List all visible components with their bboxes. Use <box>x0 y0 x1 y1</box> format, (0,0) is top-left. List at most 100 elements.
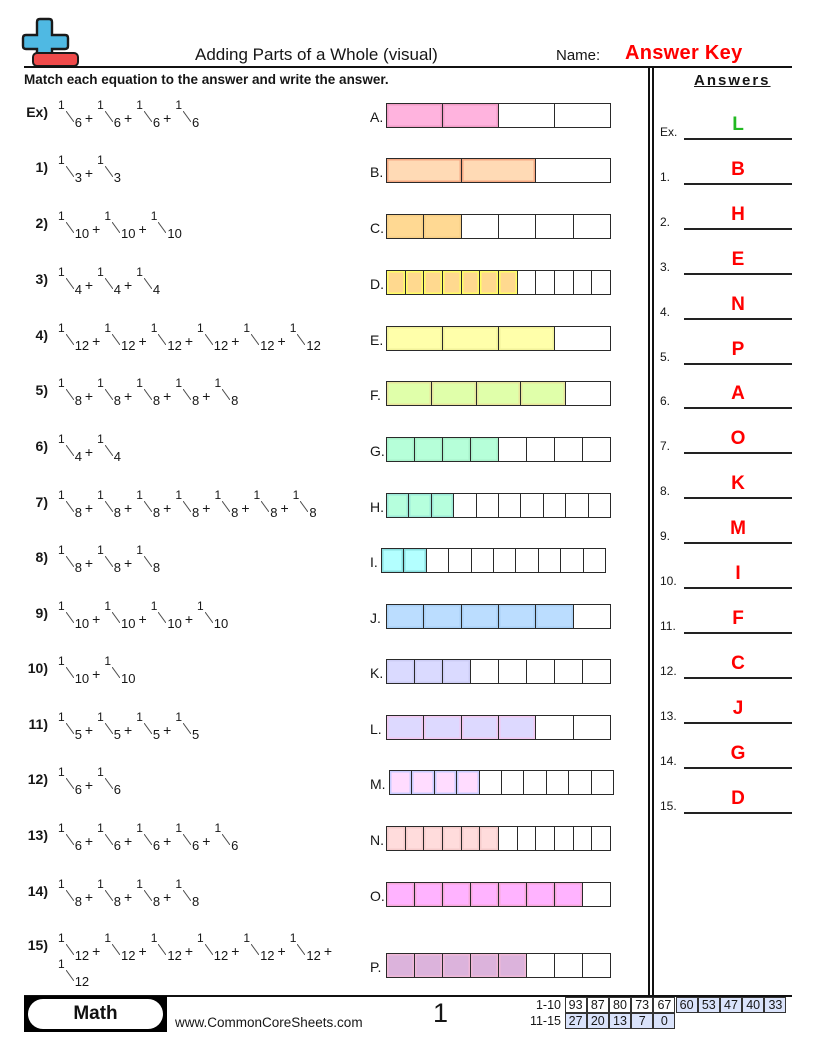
problem-label: 12) <box>27 771 48 787</box>
problem-equation: 16 +16 +16 +16 +16 <box>58 821 368 853</box>
choice-letter: E. <box>370 332 384 348</box>
numerator: 1 <box>136 543 143 557</box>
plus-sign: + <box>84 388 94 404</box>
answer-value: B <box>731 159 745 180</box>
problem-equation: 14 +14 +14 <box>58 265 368 297</box>
plus-sign: + <box>163 388 172 404</box>
denominator: 12 <box>74 974 90 989</box>
answer-blank[interactable] <box>684 587 792 589</box>
fraction-term: 1 10 + <box>58 599 104 631</box>
answer-blank[interactable] <box>684 767 792 769</box>
fraction-slash <box>104 778 113 789</box>
bar-segment-empty <box>536 271 556 294</box>
problem-equation: 18 +18 +18 +18 +18 +18 +18 <box>58 488 368 520</box>
bar-segment-empty <box>527 660 555 683</box>
answer-blank[interactable] <box>684 183 792 185</box>
score-row-label: 1-10 <box>535 998 561 1012</box>
fraction-bar <box>386 493 611 518</box>
column-divider-left <box>648 67 650 996</box>
plus-sign: + <box>92 666 101 682</box>
bar-segment-empty <box>472 549 495 572</box>
bar-segment-empty <box>536 215 574 238</box>
bar-segment-empty <box>480 771 503 794</box>
answer-blank[interactable] <box>684 228 792 230</box>
bar-segment-filled <box>387 104 443 127</box>
score-row-label: 11-15 <box>529 1014 561 1028</box>
denominator: 8 <box>74 393 82 408</box>
fraction-slash <box>112 612 121 623</box>
answer-blank[interactable] <box>684 138 792 140</box>
answer-blank[interactable] <box>684 677 792 679</box>
numerator: 1 <box>104 209 112 223</box>
denominator: 6 <box>74 838 82 853</box>
denominator: 8 <box>113 560 122 575</box>
denominator: 3 <box>113 170 122 185</box>
fraction-term: 16 + <box>136 821 175 853</box>
bar-segment-filled <box>387 159 462 182</box>
problem-label: 11) <box>28 716 48 732</box>
fraction-term: 18 + <box>58 877 97 909</box>
fraction-slash <box>297 944 306 955</box>
bar-segment-filled <box>443 883 471 906</box>
answer-number: 1. <box>660 170 671 184</box>
answer-value: C <box>731 653 745 674</box>
instructions: Match each equation to the answer and wr… <box>24 72 389 87</box>
answer-value: F <box>732 608 744 629</box>
denominator: 12 <box>260 948 275 963</box>
answer-blank[interactable] <box>684 812 792 814</box>
numerator: 1 <box>97 765 104 779</box>
answer-blank[interactable] <box>684 632 792 634</box>
numerator: 1 <box>136 710 143 724</box>
site-link[interactable]: www.CommonCoreSheets.com <box>175 1015 363 1030</box>
bar-segment-filled <box>424 215 462 238</box>
answer-blank[interactable] <box>684 318 792 320</box>
numerator: 1 <box>292 488 300 502</box>
problem-label: 4) <box>35 327 48 343</box>
answer-blank[interactable] <box>684 407 792 409</box>
bar-segment-empty <box>574 271 593 294</box>
denominator: 8 <box>309 505 317 520</box>
fraction-term: 16 + <box>97 98 136 130</box>
fraction-term: 1 12 + <box>197 321 243 353</box>
problem-equation: 112 +112 +112 +112 +112 +112 <box>58 321 368 353</box>
fraction-term: 16 + <box>136 98 175 130</box>
fraction-slash <box>183 890 192 901</box>
answer-blank[interactable] <box>684 722 792 724</box>
answer-value: P <box>731 339 745 360</box>
bar-segment-filled <box>498 716 537 739</box>
answer-blank[interactable] <box>684 273 792 275</box>
bar-segment-filled <box>387 883 415 906</box>
fraction-slash <box>112 667 121 678</box>
denominator: 10 <box>121 616 136 631</box>
bar-segment-empty <box>555 660 583 683</box>
denominator: 10 <box>121 671 136 686</box>
answer-blank[interactable] <box>684 452 792 454</box>
answer-value: J <box>732 698 744 719</box>
bar-segment-empty <box>527 438 555 461</box>
denominator: 8 <box>113 393 122 408</box>
fraction-term: 16 + <box>58 765 97 797</box>
fraction-slash <box>65 445 74 456</box>
fraction-slash <box>204 944 213 955</box>
problem-equation: 112 +112 +112 +112 +112 +112 +112 <box>58 931 368 989</box>
plus-sign: + <box>84 777 94 793</box>
answer-blank[interactable] <box>684 542 792 544</box>
plus-sign: + <box>84 722 94 738</box>
fraction-slash <box>104 278 113 289</box>
answer-number: 5. <box>660 350 671 364</box>
fraction-slash <box>104 501 113 512</box>
denominator: 6 <box>192 838 200 853</box>
fraction-slash <box>222 501 231 512</box>
bar-segment-filled <box>387 327 443 350</box>
answer-blank[interactable] <box>684 363 792 365</box>
numerator: 1 <box>214 821 222 835</box>
numerator: 1 <box>214 376 222 390</box>
fraction-slash <box>251 944 260 955</box>
plus-sign: + <box>124 277 133 293</box>
fraction-term: 1 12 + <box>151 931 197 963</box>
numerator: 1 <box>58 654 65 668</box>
numerator: 1 <box>104 599 112 613</box>
denominator: 6 <box>113 115 122 130</box>
answer-blank[interactable] <box>684 497 792 499</box>
bar-segment-filled <box>476 382 522 405</box>
